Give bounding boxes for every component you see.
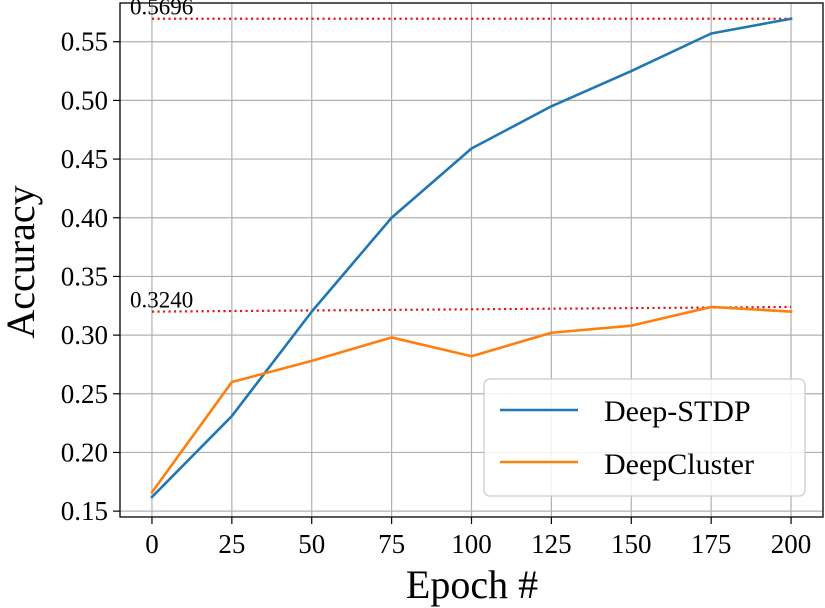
y-tick-label: 0.35: [61, 261, 108, 291]
legend-box: [483, 378, 806, 497]
reference-label: 0.3240: [130, 288, 193, 313]
x-tick-label: 50: [298, 529, 325, 559]
x-tick-label: 200: [771, 529, 812, 559]
y-tick-label: 0.25: [61, 379, 108, 409]
series-line-deepcluster: [150, 305, 793, 495]
x-tick-label: 25: [218, 529, 245, 559]
y-axis-label: Accuracy: [0, 185, 43, 338]
y-axis-ticks: 0.15 0.20 0.25 0.30 0.35 0.40 0.45 0.50 0.55: [61, 27, 120, 526]
y-tick-label: 0.15: [61, 496, 108, 526]
legend-label-deepcluster: DeepCluster: [604, 448, 754, 481]
x-tick-label: 0: [145, 529, 159, 559]
x-tick-label: 75: [378, 529, 405, 559]
x-axis-label: Epoch #: [406, 562, 538, 607]
series-lines: [150, 17, 793, 499]
reference-line: [151, 305, 792, 313]
legend: Deep-STDP DeepCluster: [483, 378, 806, 497]
grid-lines: [120, 3, 823, 517]
x-tick-label: 150: [611, 529, 652, 559]
y-tick-label: 0.45: [61, 144, 108, 174]
y-tick-label: 0.40: [61, 203, 108, 233]
y-tick-label: 0.50: [61, 85, 108, 115]
reference-lines: 0.5696 0.3240: [130, 0, 792, 313]
legend-label-deep-stdp: Deep-STDP: [604, 395, 751, 428]
y-tick-label: 0.55: [61, 27, 108, 57]
reference-label: 0.5696: [130, 0, 193, 20]
y-tick-label: 0.20: [61, 437, 108, 467]
x-tick-label: 125: [531, 529, 572, 559]
x-tick-label: 175: [691, 529, 732, 559]
series-line-deep-stdp: [150, 17, 793, 499]
y-tick-label: 0.30: [61, 320, 108, 350]
x-axis-ticks: 0 25 50 75 100 125 150 175 200: [145, 517, 811, 559]
x-tick-label: 100: [451, 529, 492, 559]
